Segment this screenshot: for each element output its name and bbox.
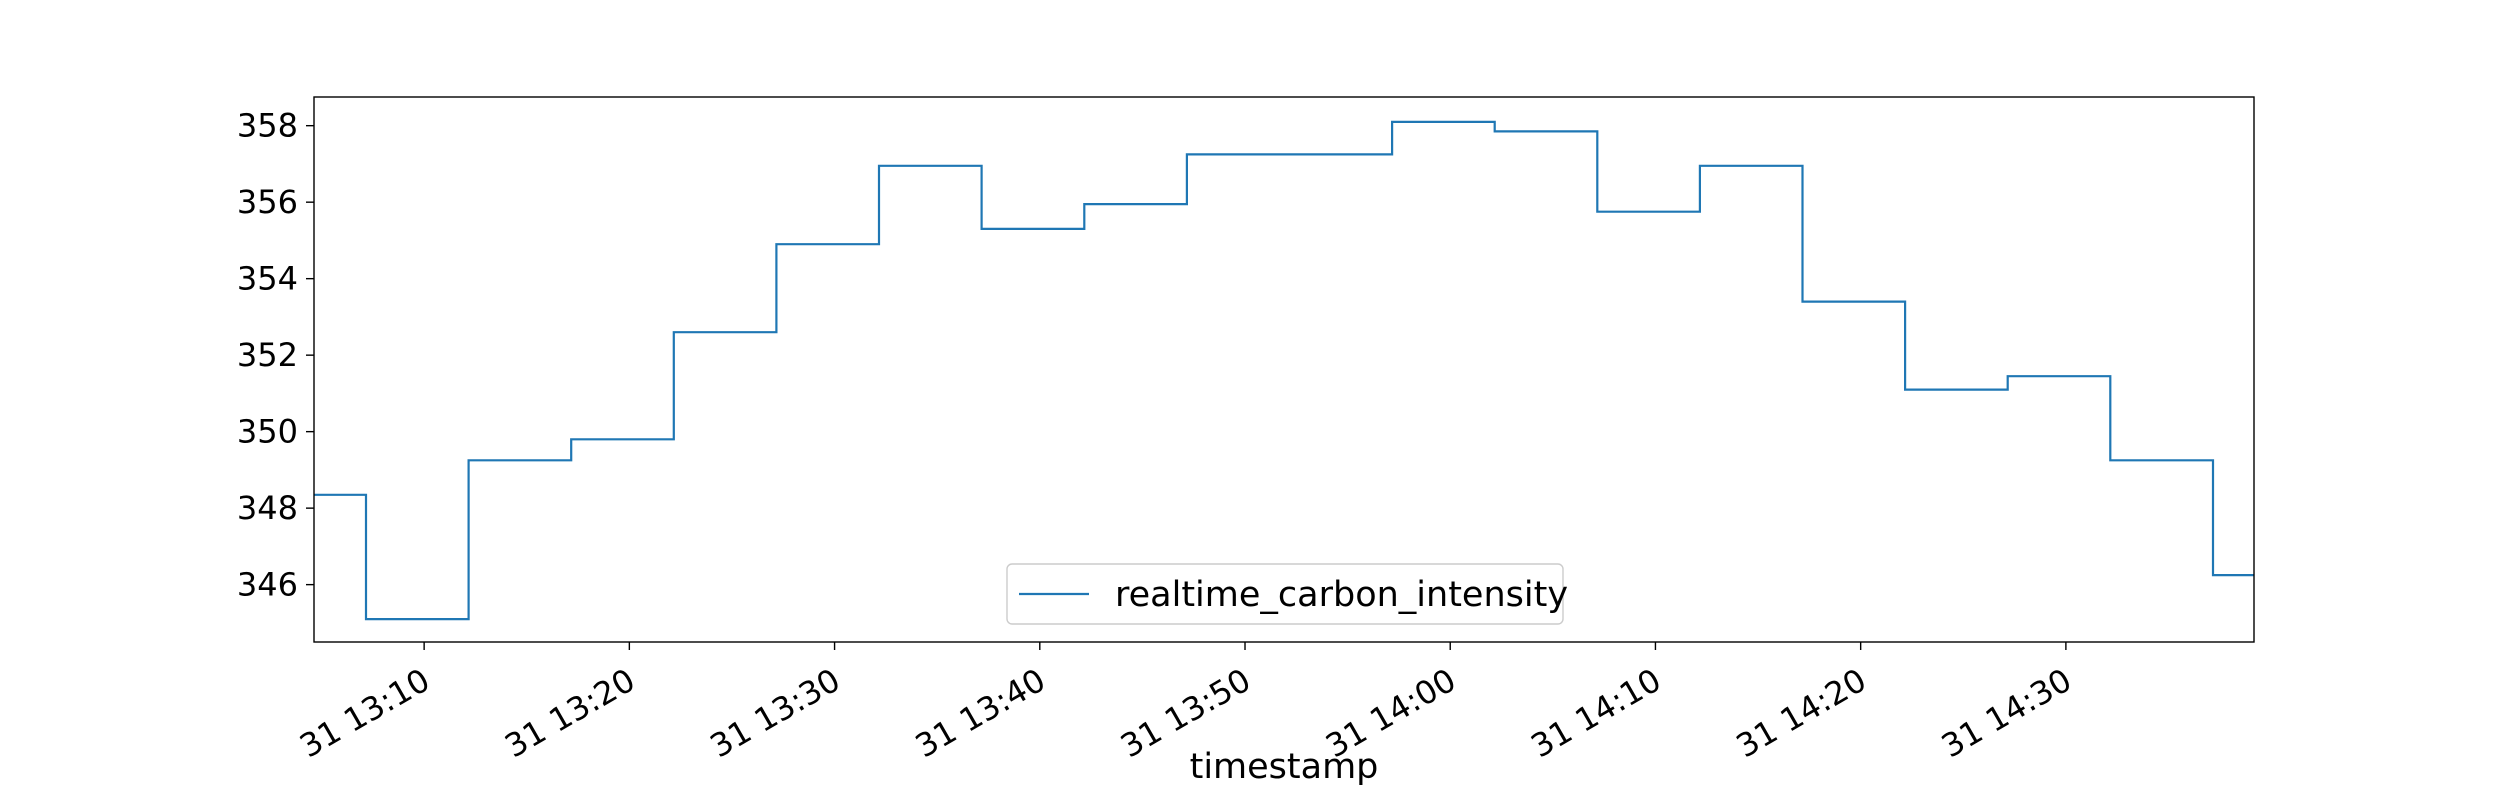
- x-tick-label: 31 13:40: [909, 661, 1052, 765]
- y-tick-label: 358: [237, 107, 298, 145]
- y-tick-label: 352: [237, 336, 298, 374]
- x-tick-label: 31 13:10: [293, 661, 436, 765]
- x-tick-label: 31 13:20: [498, 661, 641, 765]
- series-line-realtime_carbon_intensity: [314, 120, 2254, 621]
- legend-box: [1006, 563, 1564, 625]
- data-series: [314, 120, 2254, 621]
- y-tick-label: 356: [237, 183, 298, 221]
- x-tick-label: 31 14:10: [1525, 661, 1668, 765]
- y-tick-label: 354: [237, 260, 298, 298]
- x-tick-label: 31 13:30: [704, 661, 847, 765]
- y-tick-label: 346: [237, 566, 298, 604]
- y-tick-label: 348: [237, 489, 298, 527]
- x-tick-label: 31 14:20: [1730, 661, 1873, 765]
- legend: realtime_carbon_intensity: [1006, 563, 1568, 625]
- y-tick-label: 350: [237, 413, 298, 451]
- legend-label: realtime_carbon_intensity: [1115, 575, 1568, 615]
- x-tick-label: 31 14:30: [1935, 661, 2078, 765]
- plot-frame: [313, 96, 2255, 643]
- x-axis-title: timestamp: [1190, 747, 1379, 787]
